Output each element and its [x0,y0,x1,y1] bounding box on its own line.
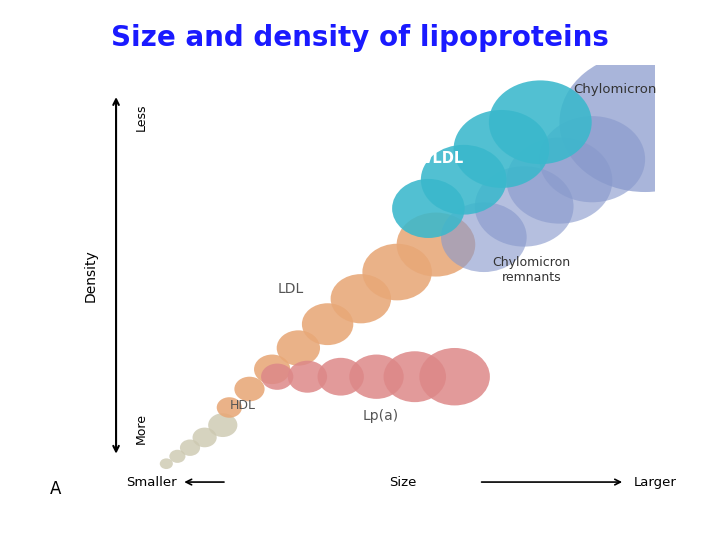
Circle shape [180,440,200,456]
Circle shape [559,52,720,192]
Circle shape [169,450,186,463]
Circle shape [454,110,549,188]
Circle shape [349,355,404,399]
Circle shape [474,166,574,247]
Text: A: A [50,480,61,498]
Circle shape [362,244,432,300]
Text: More: More [135,413,148,444]
Circle shape [441,202,526,272]
Circle shape [397,213,475,276]
Circle shape [420,145,507,214]
Circle shape [392,179,464,238]
Circle shape [261,363,293,390]
Text: Lp(a): Lp(a) [363,409,399,423]
Circle shape [330,274,391,323]
Circle shape [276,330,320,366]
Text: Size and density of lipoproteins: Size and density of lipoproteins [111,24,609,52]
Text: Chylomicron
remnants: Chylomicron remnants [492,255,571,284]
Circle shape [254,355,290,384]
Circle shape [235,377,265,401]
Circle shape [160,458,173,469]
Text: Chylomicron: Chylomicron [573,83,657,96]
Text: Larger: Larger [634,476,677,489]
Circle shape [384,351,446,402]
Circle shape [288,361,327,393]
Text: LDL: LDL [277,281,303,295]
Circle shape [217,397,242,418]
Text: Density: Density [84,249,98,302]
Circle shape [302,303,354,345]
Circle shape [192,428,217,447]
Text: VLDL: VLDL [423,151,464,166]
Circle shape [489,80,592,164]
Text: Less: Less [135,104,148,131]
Text: Size: Size [390,476,417,489]
Circle shape [208,413,238,437]
Circle shape [318,358,364,396]
Text: Smaller: Smaller [126,476,176,489]
Circle shape [539,116,645,202]
Circle shape [419,348,490,406]
Text: HDL: HDL [229,399,256,411]
Circle shape [506,138,612,224]
